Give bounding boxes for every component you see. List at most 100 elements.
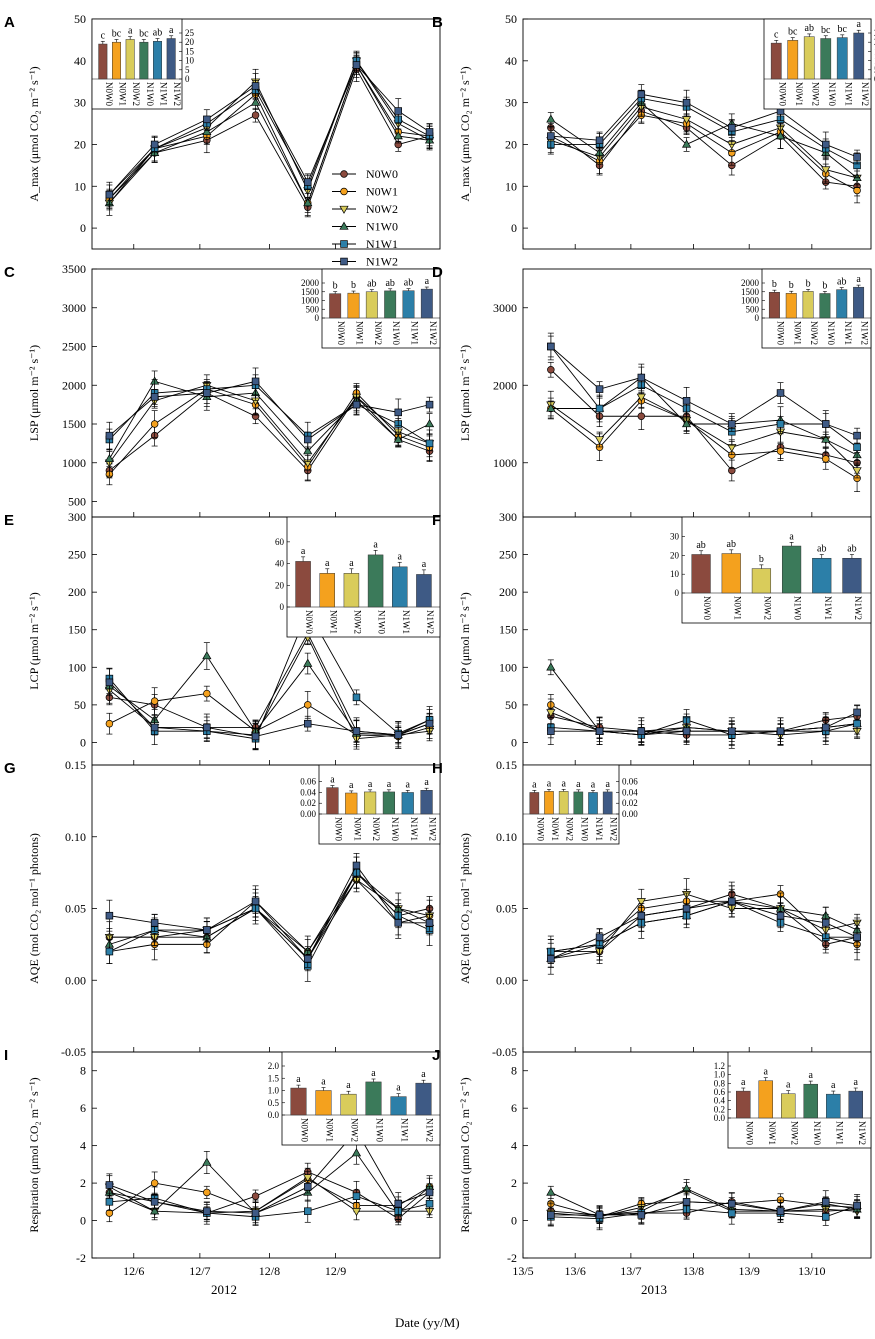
inset-category-label: N1W1 bbox=[401, 610, 411, 634]
data-point bbox=[105, 678, 114, 687]
year-left: 2012 bbox=[211, 1282, 237, 1297]
inset-letter: a bbox=[532, 779, 537, 790]
y-tick-label: 30 bbox=[505, 96, 517, 110]
series-line bbox=[109, 682, 430, 737]
inset-category-label: N0W2 bbox=[565, 817, 575, 841]
data-point bbox=[547, 1211, 555, 1219]
data-point bbox=[203, 389, 211, 397]
series-N0W0 bbox=[547, 881, 861, 968]
inset-letter: b bbox=[351, 280, 356, 291]
y-tick-label: 1000 bbox=[493, 456, 517, 470]
series-line bbox=[109, 879, 430, 960]
data-point bbox=[637, 727, 646, 735]
data-point bbox=[425, 719, 434, 728]
data-point bbox=[547, 132, 555, 140]
inset-category-label: N1W0 bbox=[391, 321, 401, 345]
y-tick-label: 1500 bbox=[62, 417, 86, 431]
series-line bbox=[550, 900, 858, 952]
y-tick-label: 2000 bbox=[62, 378, 86, 392]
data-point bbox=[636, 393, 646, 402]
series-line bbox=[109, 68, 430, 209]
series-N1W2 bbox=[547, 704, 861, 745]
inset-bar bbox=[392, 566, 408, 608]
y-tick-label: 2 bbox=[511, 1176, 517, 1190]
inset-y-tick-label: 20 bbox=[185, 37, 195, 47]
data-point bbox=[853, 719, 861, 728]
series-N1W2 bbox=[105, 367, 434, 450]
data-point bbox=[203, 723, 211, 732]
data-point bbox=[105, 190, 114, 199]
data-point bbox=[105, 911, 114, 920]
inset-category-label: N1W1 bbox=[159, 82, 169, 106]
inset-category-label: N1W0 bbox=[390, 817, 400, 841]
data-point bbox=[303, 198, 313, 207]
inset-bar bbox=[402, 290, 415, 319]
y-tick-label: 2000 bbox=[493, 378, 517, 392]
inset-bar bbox=[365, 1081, 382, 1116]
panel-label: E bbox=[4, 512, 14, 529]
y-axis-label: A_max (μmol CO₂ m⁻² s⁻¹) bbox=[27, 66, 41, 201]
series-line bbox=[109, 392, 430, 472]
series-line bbox=[550, 97, 858, 166]
inset-letter: a bbox=[346, 1080, 351, 1091]
data-point bbox=[546, 403, 556, 412]
series-line bbox=[109, 1129, 430, 1214]
y-tick-label: 0.10 bbox=[496, 830, 517, 844]
inset-category-label: N0W1 bbox=[550, 817, 560, 841]
series-N1W2 bbox=[105, 853, 434, 968]
data-point bbox=[105, 719, 114, 728]
data-point bbox=[351, 1208, 362, 1217]
inset-frame bbox=[286, 516, 441, 638]
inset-bar bbox=[139, 41, 149, 80]
inset-letter: a bbox=[425, 276, 430, 287]
series-N1W0 bbox=[546, 363, 862, 466]
y-tick-label: 4 bbox=[80, 1139, 86, 1153]
inset-category-label: N1W1 bbox=[834, 1121, 844, 1145]
data-point bbox=[105, 947, 114, 956]
inset-letter: a bbox=[741, 1077, 746, 1088]
series-line bbox=[550, 667, 858, 732]
data-point bbox=[203, 926, 211, 934]
inset-letter: a bbox=[547, 778, 552, 789]
inset-y-tick-label: 0.4 bbox=[714, 1096, 726, 1106]
inset-y-tick-label: 30 bbox=[670, 532, 680, 542]
inset-y-tick-label: 1.0 bbox=[268, 1086, 280, 1096]
inset-category-label: N0W1 bbox=[792, 321, 802, 345]
series-line bbox=[550, 396, 858, 471]
data-point bbox=[394, 107, 402, 115]
inset-letter: a bbox=[325, 558, 330, 569]
inset-E: 0 20 40 60 a N0W0 a N0W1 a N0W2 a N1W0 a N1W1 a N1W2 bbox=[275, 516, 441, 638]
inset-H: 0.000.020.040.06 a N0W0 a N0W1 a N0W2 a N1W0 a N1W… bbox=[522, 764, 638, 845]
inset-bar bbox=[768, 292, 780, 319]
y-axis-label: LSP (μmol m⁻² s⁻¹) bbox=[27, 345, 41, 441]
data-point bbox=[352, 61, 361, 69]
inset-frame bbox=[761, 268, 872, 349]
inset-bar bbox=[853, 286, 865, 319]
y-tick-label: 250 bbox=[68, 548, 86, 562]
inset-bar bbox=[803, 1083, 818, 1119]
inset-bar bbox=[367, 554, 384, 608]
data-point bbox=[202, 651, 212, 660]
panel-frame bbox=[522, 18, 872, 250]
series-N0W2 bbox=[546, 878, 862, 968]
inset-frame bbox=[321, 268, 441, 349]
inset-category-label: N0W2 bbox=[762, 596, 772, 620]
inset-category-label: N1W0 bbox=[827, 82, 837, 106]
inset-bar bbox=[420, 790, 433, 815]
legend-marker bbox=[339, 221, 349, 230]
data-point bbox=[394, 408, 402, 417]
data-point bbox=[547, 366, 555, 374]
data-point bbox=[728, 123, 736, 132]
inset-frame bbox=[763, 18, 872, 110]
y-tick-label: 1000 bbox=[62, 456, 86, 470]
inset-category-label: N1W2 bbox=[172, 82, 182, 106]
data-point bbox=[682, 727, 691, 735]
inset-y-tick-label: 25 bbox=[185, 28, 195, 38]
inset-category-label: N0W2 bbox=[371, 817, 381, 841]
series-N0W2 bbox=[546, 1179, 862, 1225]
legend-marker bbox=[340, 170, 348, 178]
y-axis-label: LCP (μmol m⁻² s⁻¹) bbox=[27, 592, 41, 690]
